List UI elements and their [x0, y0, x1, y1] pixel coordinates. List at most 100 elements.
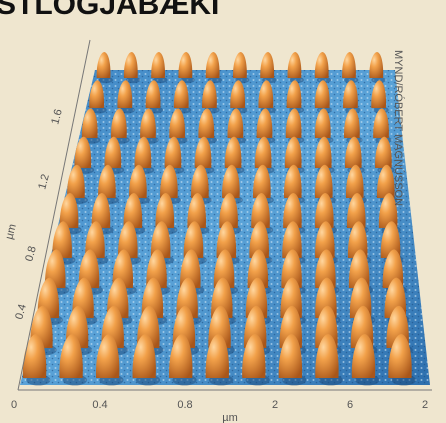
- bump: [81, 108, 98, 138]
- bump: [388, 334, 412, 378]
- bump: [242, 334, 266, 378]
- bump: [314, 52, 329, 78]
- bump: [59, 193, 79, 228]
- bump: [380, 221, 401, 258]
- bump: [254, 136, 272, 168]
- bump: [286, 80, 302, 108]
- bump: [123, 52, 138, 78]
- bump: [251, 193, 270, 228]
- y-axis-label: µm: [3, 223, 19, 241]
- bump: [315, 221, 335, 258]
- bump: [74, 136, 92, 168]
- bump: [146, 249, 167, 288]
- bump: [160, 164, 178, 198]
- bump: [278, 334, 303, 378]
- bump: [243, 305, 267, 348]
- bump: [169, 334, 193, 378]
- bump: [315, 249, 336, 288]
- bump: [283, 193, 302, 228]
- bump: [216, 221, 237, 258]
- bump: [155, 193, 175, 228]
- bump: [96, 52, 111, 78]
- bump: [245, 277, 268, 318]
- bump: [232, 52, 247, 78]
- bump: [118, 221, 138, 258]
- bump: [205, 334, 229, 378]
- bump: [345, 164, 364, 198]
- bump-shadow: [371, 76, 386, 84]
- bump: [281, 249, 302, 288]
- x-axis-label: µm: [222, 412, 238, 423]
- bump: [375, 136, 392, 168]
- bump: [285, 108, 302, 138]
- bump: [284, 136, 302, 168]
- bump: [98, 164, 116, 198]
- bump: [287, 52, 302, 78]
- credit: MYND/RÓBERT MAGNÚSSON: [392, 50, 405, 206]
- bump: [314, 164, 333, 198]
- bump: [134, 136, 152, 168]
- bump: [52, 221, 72, 258]
- bump: [211, 277, 233, 318]
- bump: [183, 221, 204, 258]
- x-tick-label: 6: [347, 399, 353, 411]
- bump: [198, 108, 215, 138]
- bump: [178, 52, 193, 78]
- bump: [145, 80, 161, 108]
- bump: [280, 277, 302, 318]
- bump: [371, 80, 387, 108]
- bump: [140, 108, 156, 138]
- y-axis-line: [17, 39, 91, 391]
- bump: [213, 249, 235, 288]
- bumps: [22, 52, 416, 386]
- title: STLÓGJABÆKI: [0, 0, 219, 21]
- x-tick-label: 0.4: [92, 399, 107, 411]
- bump: [173, 80, 189, 108]
- bump-shadow: [344, 76, 359, 84]
- bump: [222, 164, 240, 198]
- x-tick-label: 0: [11, 399, 17, 411]
- bump: [67, 164, 85, 198]
- bump: [91, 193, 111, 228]
- bump: [253, 164, 271, 198]
- bump: [279, 305, 303, 348]
- bump: [315, 277, 337, 318]
- bump: [110, 108, 127, 138]
- bump: [194, 136, 212, 168]
- bump: [344, 108, 360, 138]
- x-tick-label: 2: [422, 399, 428, 411]
- y-tick-label: 0.8: [23, 245, 39, 263]
- bump: [348, 249, 370, 288]
- bump: [191, 164, 209, 198]
- bump: [117, 80, 133, 108]
- bump: [129, 164, 147, 198]
- bump: [315, 334, 339, 378]
- bump: [283, 164, 302, 198]
- bump: [260, 52, 275, 78]
- bump: [202, 80, 217, 108]
- bump-shadow: [119, 106, 135, 114]
- bump: [151, 52, 165, 78]
- bump: [314, 80, 330, 108]
- bump: [344, 136, 362, 168]
- bump: [314, 136, 332, 168]
- bump: [187, 193, 206, 228]
- bump: [85, 221, 105, 258]
- x-tick-label: 2: [272, 399, 278, 411]
- bump-shadow: [98, 76, 113, 84]
- bump: [123, 193, 143, 228]
- bump: [164, 136, 182, 168]
- x-tick-label: 0.8: [177, 399, 192, 411]
- bump: [369, 52, 384, 78]
- bump: [249, 221, 269, 258]
- bump: [315, 193, 334, 228]
- bump: [22, 334, 47, 378]
- bump: [282, 221, 302, 258]
- bump: [227, 108, 244, 138]
- bump: [346, 193, 366, 228]
- y-tick-label: 1.2: [36, 173, 52, 191]
- bump: [219, 193, 238, 228]
- bump: [205, 52, 220, 78]
- bump-shadow: [316, 76, 332, 84]
